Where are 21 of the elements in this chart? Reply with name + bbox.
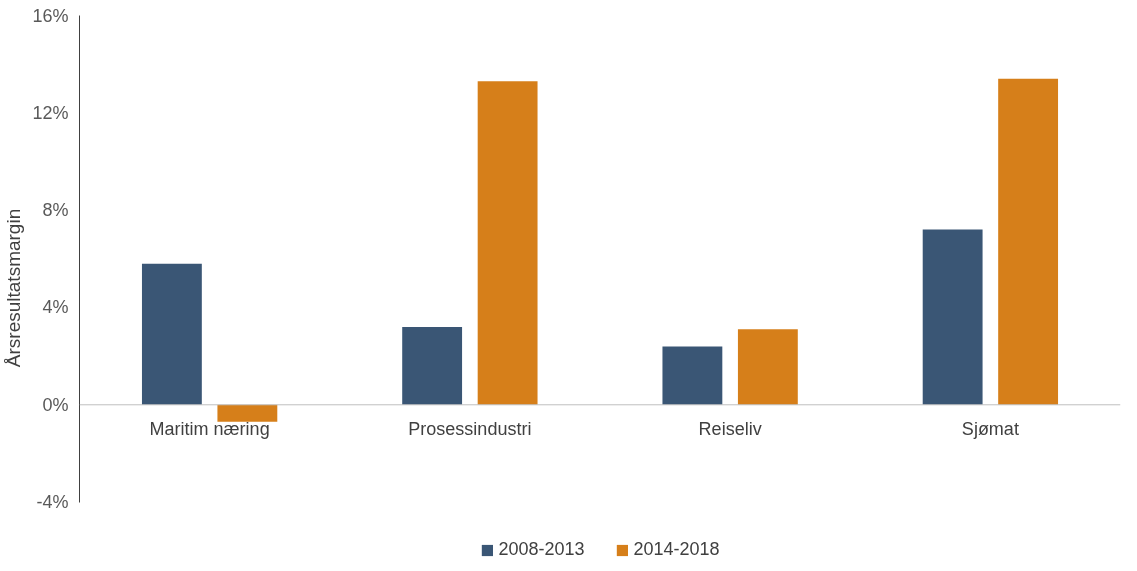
bar: [737, 329, 798, 405]
y-tick-label: 4%: [42, 297, 69, 318]
bar: [402, 326, 463, 405]
legend-label: 2014-2018: [633, 539, 720, 560]
bar: [217, 404, 278, 422]
bar: [922, 229, 983, 405]
y-tick-label: 12%: [32, 102, 69, 123]
x-tick-label: Maritim næring: [149, 418, 270, 439]
x-tick-label: Reiseliv: [698, 418, 762, 439]
bar: [141, 263, 202, 405]
bar: [662, 346, 723, 405]
x-tick-label: Sjømat: [961, 418, 1019, 439]
y-tick-label: -4%: [36, 492, 69, 513]
y-tick-label: 8%: [42, 200, 69, 221]
bar: [477, 81, 538, 405]
y-tick-label: 16%: [32, 5, 69, 26]
x-tick-label: Prosessindustri: [408, 418, 532, 439]
bar: [998, 78, 1059, 405]
y-tick-label: 0%: [42, 394, 69, 415]
legend-label: 2008-2013: [498, 539, 585, 560]
y-axis-title: Årsresultatsmargin: [3, 208, 25, 368]
